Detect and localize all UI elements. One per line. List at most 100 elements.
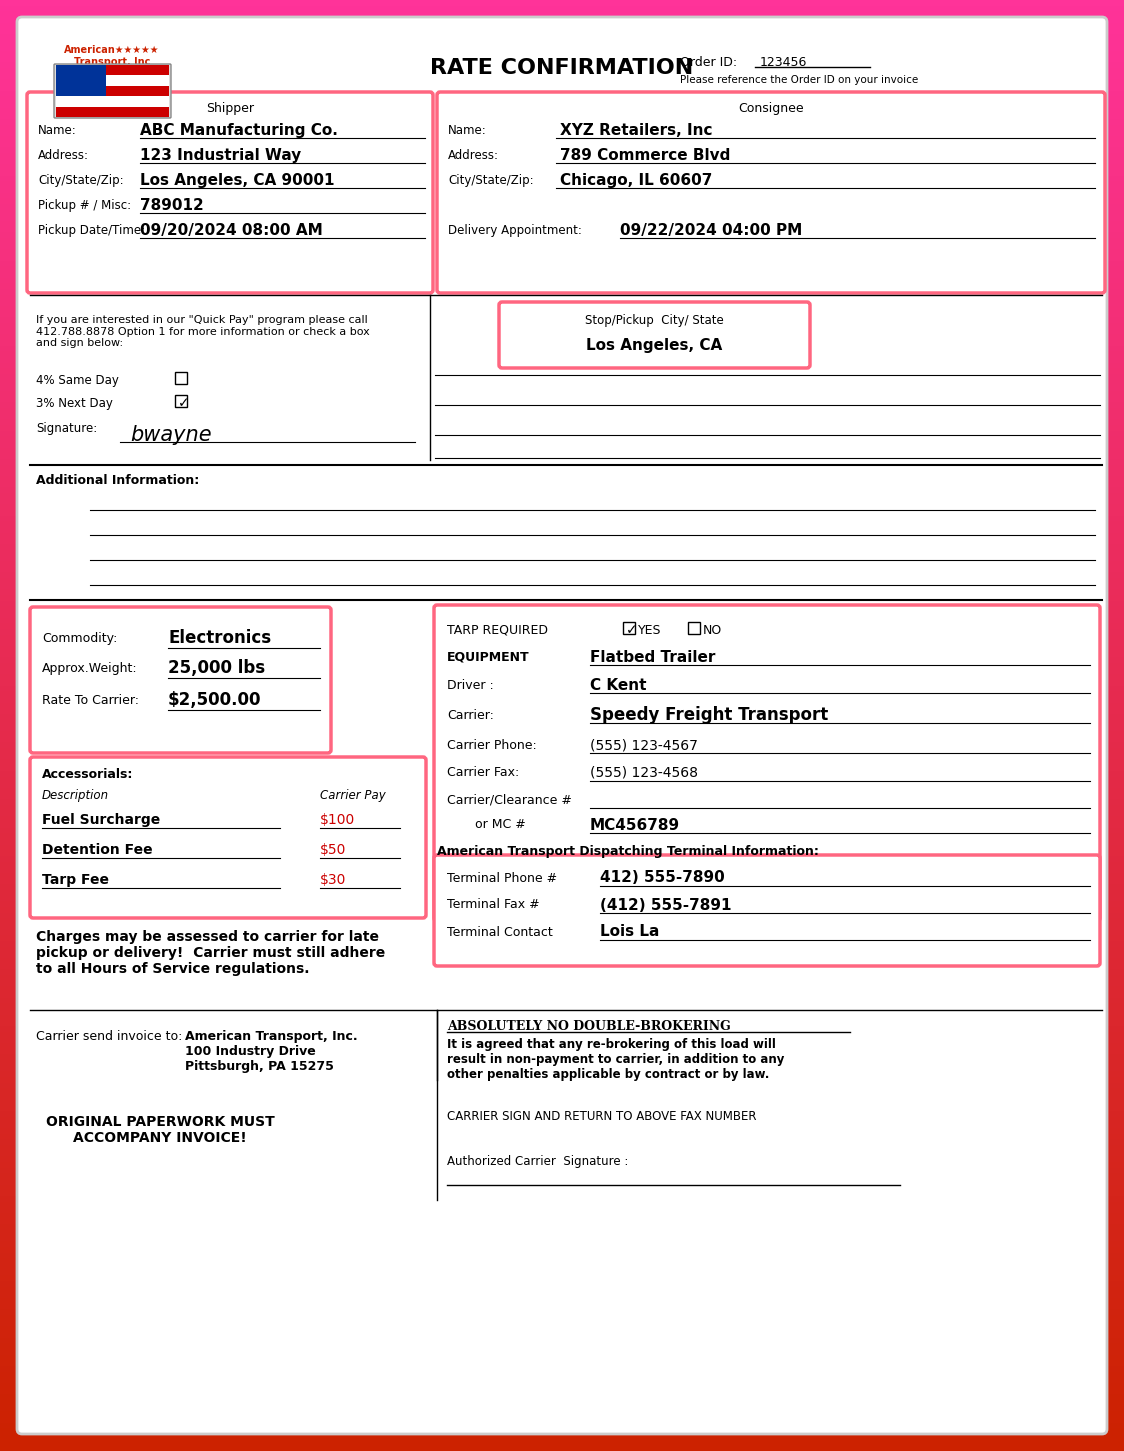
Text: (555) 123-4568: (555) 123-4568 [590,766,698,781]
Text: $2,500.00: $2,500.00 [167,691,262,710]
FancyBboxPatch shape [27,91,433,293]
Text: (412) 555-7891: (412) 555-7891 [600,898,732,913]
Text: Carrier Phone:: Carrier Phone: [447,739,537,752]
Text: bwayne: bwayne [130,425,211,445]
FancyBboxPatch shape [17,17,1107,1434]
Text: Pickup Date/Time:: Pickup Date/Time: [38,223,145,237]
Text: Accessorials:: Accessorials: [42,769,134,782]
Text: Chicago, IL 60607: Chicago, IL 60607 [560,173,713,187]
Text: Pickup # / Misc:: Pickup # / Misc: [38,199,132,212]
Text: Delivery Appointment:: Delivery Appointment: [448,223,582,237]
Text: 09/22/2024 04:00 PM: 09/22/2024 04:00 PM [620,222,803,238]
Bar [175,371,187,385]
Text: Flatbed Trailer: Flatbed Trailer [590,650,715,665]
Text: $50: $50 [320,843,346,858]
Text: 123456: 123456 [760,55,807,68]
Text: Tarp Fee: Tarp Fee [42,874,109,887]
FancyBboxPatch shape [434,605,1100,921]
Text: Carrier Fax:: Carrier Fax: [447,766,519,779]
Text: Fuel Surcharge: Fuel Surcharge [42,813,161,827]
Text: Carrier send invoice to:: Carrier send invoice to: [36,1030,182,1043]
Text: Approx.Weight:: Approx.Weight: [42,662,137,675]
Bar [175,395,187,406]
Bar [56,86,169,96]
Text: American Transport, Inc.
100 Industry Drive
Pittsburgh, PA 15275: American Transport, Inc. 100 Industry Dr… [185,1030,357,1072]
Text: Additional Information:: Additional Information: [36,473,199,486]
Text: Speedy Freight Transport: Speedy Freight Transport [590,707,828,724]
Bar [688,622,700,634]
FancyBboxPatch shape [54,64,171,118]
Text: American★★★★★: American★★★★★ [64,45,160,55]
Text: Address:: Address: [38,148,89,161]
Text: Description: Description [42,788,109,801]
Bar [623,622,635,634]
Text: 25,000 lbs: 25,000 lbs [167,659,265,678]
Text: RATE CONFIRMATION: RATE CONFIRMATION [430,58,694,78]
Text: $30: $30 [320,874,346,887]
Text: 123 Industrial Way: 123 Industrial Way [140,148,301,163]
Text: Commodity:: Commodity: [42,631,117,644]
Text: Terminal Contact: Terminal Contact [447,926,553,939]
Text: Detention Fee: Detention Fee [42,843,153,858]
Text: 3% Next Day: 3% Next Day [36,396,112,409]
Text: XYZ Retailers, Inc: XYZ Retailers, Inc [560,122,713,138]
Bar [56,106,169,118]
Text: If you are interested in our "Quick Pay" program please call
412.788.8878 Option: If you are interested in our "Quick Pay"… [36,315,370,348]
Text: 789012: 789012 [140,197,203,212]
FancyBboxPatch shape [30,607,330,753]
Text: Transport, Inc: Transport, Inc [74,57,151,67]
Text: Carrier/Clearance #: Carrier/Clearance # [447,794,572,807]
Text: Consignee: Consignee [738,102,804,115]
Text: ABSOLUTELY NO DOUBLE-BROKERING: ABSOLUTELY NO DOUBLE-BROKERING [447,1020,731,1033]
Text: ✓: ✓ [178,396,190,411]
Text: TARP REQUIRED: TARP REQUIRED [447,624,549,637]
FancyBboxPatch shape [499,302,810,369]
Text: Stop/Pickup  City/ State: Stop/Pickup City/ State [584,313,724,326]
Text: American Transport Dispatching Terminal Information:: American Transport Dispatching Terminal … [437,846,819,859]
Text: Name:: Name: [448,123,487,136]
Text: or MC #: or MC # [475,818,526,831]
Text: $100: $100 [320,813,355,827]
Text: Signature:: Signature: [36,421,98,434]
Text: 412) 555-7890: 412) 555-7890 [600,871,725,885]
Text: Lois La: Lois La [600,924,660,939]
Text: MC456789: MC456789 [590,817,680,833]
FancyBboxPatch shape [434,855,1100,966]
Text: City/State/Zip:: City/State/Zip: [38,174,124,187]
Text: CARRIER SIGN AND RETURN TO ABOVE FAX NUMBER: CARRIER SIGN AND RETURN TO ABOVE FAX NUM… [447,1110,756,1123]
Text: 789 Commerce Blvd: 789 Commerce Blvd [560,148,731,163]
Text: Carrier:: Carrier: [447,708,493,721]
Text: NO: NO [702,624,723,637]
Text: ORIGINAL PAPERWORK MUST
ACCOMPANY INVOICE!: ORIGINAL PAPERWORK MUST ACCOMPANY INVOIC… [46,1114,274,1145]
Text: Terminal Phone #: Terminal Phone # [447,872,558,885]
Text: Authorized Carrier  Signature :: Authorized Carrier Signature : [447,1155,628,1168]
Text: EQUIPMENT: EQUIPMENT [447,650,529,663]
Text: Name:: Name: [38,123,76,136]
Text: 09/20/2024 08:00 AM: 09/20/2024 08:00 AM [140,222,323,238]
FancyBboxPatch shape [30,757,426,918]
Bar [56,96,169,106]
Text: ✓: ✓ [626,622,637,637]
Text: Please reference the Order ID on your invoice: Please reference the Order ID on your in… [680,75,918,86]
Text: Carrier Pay: Carrier Pay [320,788,386,801]
Text: (555) 123-4567: (555) 123-4567 [590,739,698,752]
Text: YES: YES [638,624,662,637]
Bar [56,65,106,96]
Text: Shipper: Shipper [206,102,254,115]
FancyBboxPatch shape [437,91,1105,293]
Text: Order ID:: Order ID: [680,55,737,68]
Text: Terminal Fax #: Terminal Fax # [447,898,540,911]
Text: C Kent: C Kent [590,678,646,692]
Text: Electronics: Electronics [167,628,271,647]
Text: Los Angeles, CA: Los Angeles, CA [586,338,722,353]
Bar [56,65,169,75]
Text: ABC Manufacturing Co.: ABC Manufacturing Co. [140,122,338,138]
Text: Los Angeles, CA 90001: Los Angeles, CA 90001 [140,173,335,187]
Text: Rate To Carrier:: Rate To Carrier: [42,694,139,707]
FancyBboxPatch shape [28,28,187,122]
Text: Charges may be assessed to carrier for late
pickup or delivery!  Carrier must st: Charges may be assessed to carrier for l… [36,930,386,977]
Text: It is agreed that any re-brokering of this load will
result in non-payment to ca: It is agreed that any re-brokering of th… [447,1037,785,1081]
Text: Driver :: Driver : [447,679,493,692]
Bar [56,75,169,86]
Text: City/State/Zip:: City/State/Zip: [448,174,534,187]
